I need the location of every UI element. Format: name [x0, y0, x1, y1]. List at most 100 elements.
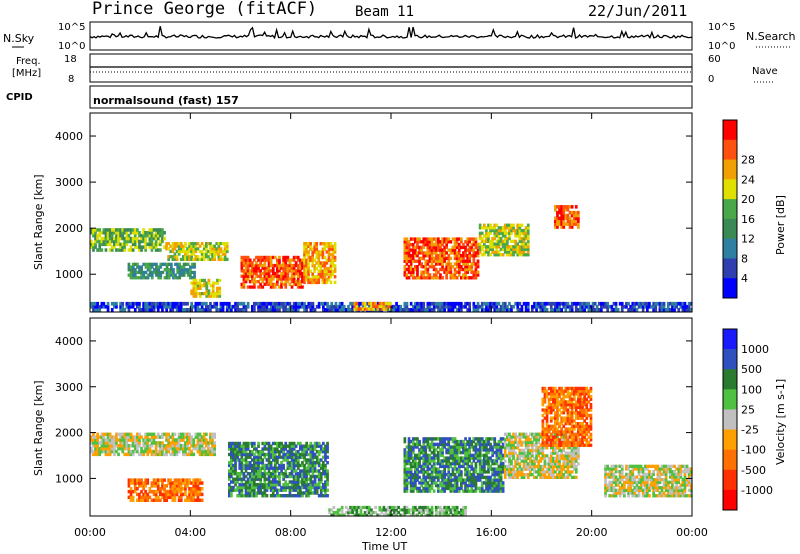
- heatmap-cell: [203, 284, 206, 288]
- heatmap-cell: [278, 494, 281, 498]
- heatmap-cell: [165, 484, 168, 488]
- heatmap-cell: [499, 439, 503, 444]
- heatmap-cell: [332, 308, 336, 312]
- heatmap-cell: [485, 239, 488, 243]
- heatmap-cell: [305, 491, 308, 495]
- heatmap-cell: [286, 277, 290, 281]
- heatmap-cell: [248, 271, 252, 276]
- heatmap-cell: [535, 304, 538, 309]
- heatmap-cell: [200, 498, 204, 502]
- power-colorbar-label: Power [dB]: [774, 195, 787, 255]
- heatmap-cell: [403, 242, 407, 247]
- heatmap-cell: [255, 474, 258, 479]
- heatmap-cell: [501, 467, 505, 471]
- heatmap-cell: [253, 455, 256, 459]
- heatmap-cell: [317, 264, 321, 268]
- heatmap-cell: [257, 455, 260, 459]
- heatmap-cell: [501, 437, 505, 441]
- heatmap-cell: [468, 248, 471, 252]
- heatmap-cell: [333, 280, 337, 285]
- heatmap-cell: [491, 228, 494, 233]
- heatmap-cell: [261, 255, 265, 260]
- heatmap-cell: [355, 301, 359, 306]
- heatmap-cell: [407, 450, 411, 455]
- heatmap-cell: [296, 494, 300, 498]
- heatmap-cell: [453, 448, 457, 452]
- heatmap-cell: [470, 276, 474, 280]
- heatmap-cell: [407, 442, 411, 447]
- heatmap-cell: [200, 444, 204, 448]
- heatmap-cell: [547, 470, 551, 474]
- heatmap-cell: [464, 470, 467, 474]
- heatmap-cell: [188, 438, 191, 442]
- heatmap-cell: [159, 262, 163, 266]
- heatmap-cell: [432, 475, 436, 480]
- heatmap-cell: [138, 304, 141, 309]
- heatmap-cell: [424, 445, 428, 449]
- heatmap-cell: [501, 464, 505, 469]
- heatmap-cell: [221, 257, 225, 261]
- heatmap-cell: [290, 263, 294, 268]
- heatmap-cell: [213, 252, 216, 256]
- heatmap-cell: [110, 444, 114, 448]
- heatmap-cell: [211, 281, 215, 285]
- heatmap-cell: [286, 452, 290, 457]
- heatmap-cell: [464, 273, 467, 277]
- heatmap-cell: [121, 444, 125, 448]
- heatmap-cell: [543, 473, 547, 477]
- heatmap-cell: [407, 251, 411, 255]
- nsky-tick-bottom: 10^0: [58, 41, 85, 52]
- heatmap-cell: [462, 262, 465, 266]
- heatmap-cell: [552, 301, 555, 306]
- heatmap-cell: [198, 441, 202, 445]
- heatmap-cell: [146, 262, 150, 266]
- heatmap-cell: [460, 450, 463, 455]
- heatmap-cell: [455, 445, 459, 449]
- heatmap-cell: [223, 301, 227, 306]
- heatmap-cell: [265, 472, 269, 476]
- heatmap-cell: [426, 486, 430, 491]
- heatmap-cell: [271, 488, 275, 492]
- heatmap-cell: [646, 304, 649, 309]
- heatmap-cell: [416, 489, 419, 493]
- heatmap-cell: [587, 308, 591, 312]
- heatmap-cell: [325, 272, 329, 276]
- heatmap-cell: [545, 454, 549, 458]
- heatmap-cell: [263, 277, 267, 281]
- heatmap-cell: [104, 304, 108, 309]
- heatmap-cell: [428, 489, 432, 493]
- heatmap-cell: [236, 452, 239, 457]
- heatmap-cell: [261, 485, 265, 490]
- heatmap-cell: [213, 304, 216, 309]
- heatmap-cell: [407, 467, 411, 471]
- heatmap-cell: [307, 250, 310, 254]
- heatmap-cell: [319, 474, 323, 479]
- heatmap-cell: [294, 269, 298, 273]
- heatmap-cell: [228, 452, 231, 457]
- heatmap-cell: [280, 469, 283, 473]
- heatmap-cell: [216, 294, 219, 298]
- heatmap-cell: [518, 435, 522, 439]
- heatmap-cell: [503, 451, 507, 455]
- heatmap-cell: [422, 273, 426, 277]
- heatmap-cell: [522, 440, 526, 444]
- heatmap-cell: [453, 240, 457, 244]
- heatmap-cell: [167, 270, 171, 275]
- heatmap-cell: [154, 481, 158, 485]
- heatmap-cell: [480, 245, 484, 249]
- heatmap-cell: [303, 244, 306, 249]
- heatmap-cell: [679, 301, 683, 306]
- heatmap-cell: [142, 449, 145, 454]
- heatmap-cell: [460, 237, 463, 241]
- heatmap-cell: [501, 226, 505, 230]
- heatmap-cell: [552, 456, 555, 461]
- heatmap-cell: [173, 432, 177, 437]
- heatmap-cell: [403, 472, 407, 477]
- heatmap-cell: [447, 240, 451, 244]
- heatmap-cell: [140, 495, 143, 500]
- heatmap-cell: [583, 308, 586, 312]
- heatmap-cell: [526, 234, 530, 238]
- heatmap-cell: [418, 470, 421, 474]
- heatmap-cell: [163, 236, 166, 241]
- heatmap-cell: [409, 248, 413, 252]
